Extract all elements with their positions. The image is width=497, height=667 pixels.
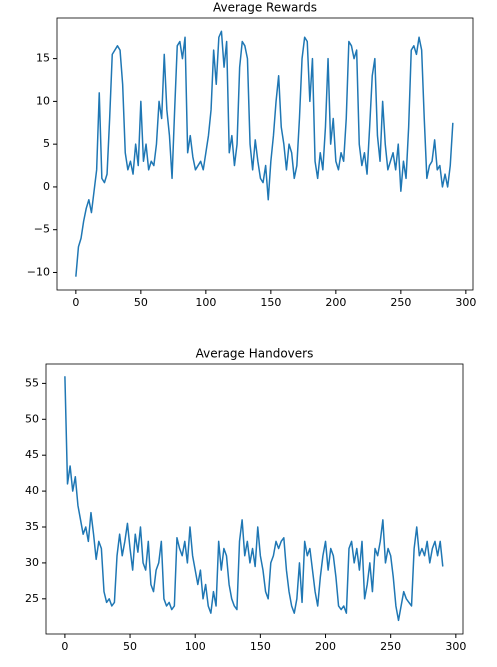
y-tick-label: 45 [25, 448, 39, 461]
chart-title: Average Handovers [196, 347, 314, 361]
x-tick-label: 50 [134, 296, 148, 309]
y-tick-label: 35 [25, 520, 39, 533]
x-tick-label: 250 [390, 296, 411, 309]
plot-frame [56, 17, 474, 291]
y-tick-label: 0 [43, 180, 50, 193]
plot-frame [45, 363, 464, 635]
y-tick-label: −10 [27, 265, 50, 278]
x-tick-label: 200 [315, 640, 336, 653]
x-tick-label: 150 [260, 296, 281, 309]
y-tick-label: 30 [25, 556, 39, 569]
x-tick-label: 150 [250, 640, 271, 653]
y-tick-label: 50 [25, 412, 39, 425]
x-tick-label: 0 [72, 296, 79, 309]
y-tick-label: 10 [36, 94, 50, 107]
y-tick-label: 5 [43, 137, 50, 150]
x-tick-label: 300 [445, 640, 466, 653]
x-tick-label: 100 [185, 640, 206, 653]
y-tick-label: 15 [36, 52, 50, 65]
y-tick-label: −5 [34, 223, 50, 236]
line-series [75, 30, 454, 277]
y-tick-label: 55 [25, 376, 39, 389]
x-tick-label: 0 [61, 640, 68, 653]
x-tick-label: 100 [195, 296, 216, 309]
line-series [64, 376, 444, 622]
chart-title: Average Rewards [213, 1, 317, 15]
x-tick-label: 300 [455, 296, 476, 309]
y-tick-label: 25 [25, 592, 39, 605]
x-tick-label: 200 [325, 296, 346, 309]
y-tick-label: 40 [25, 484, 39, 497]
x-tick-label: 250 [380, 640, 401, 653]
x-tick-label: 50 [123, 640, 137, 653]
